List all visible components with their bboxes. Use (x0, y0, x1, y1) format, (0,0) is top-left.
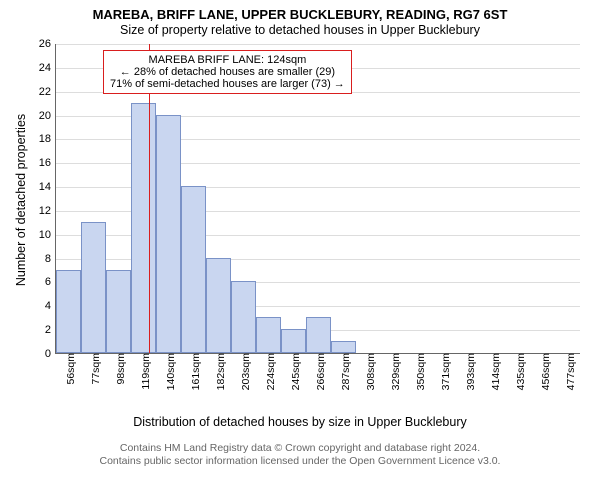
y-tick-label: 2 (45, 324, 56, 336)
x-axis-label: Distribution of detached houses by size … (0, 415, 600, 429)
y-tick-label: 0 (45, 348, 56, 360)
y-tick-label: 22 (39, 86, 56, 98)
x-tick-label: 435sqm (511, 353, 527, 390)
y-tick-label: 8 (45, 253, 56, 265)
histogram-bar (231, 281, 256, 353)
y-tick-label: 18 (39, 133, 56, 145)
histogram-bar (156, 115, 181, 353)
chart-container: MAREBA, BRIFF LANE, UPPER BUCKLEBURY, RE… (0, 0, 600, 500)
histogram-bar (131, 103, 156, 353)
y-tick-label: 6 (45, 276, 56, 288)
histogram-bar (306, 317, 331, 353)
y-tick-label: 16 (39, 157, 56, 169)
plot-area: 0246810121416182022242656sqm77sqm98sqm11… (55, 44, 580, 354)
annotation-box: MAREBA BRIFF LANE: 124sqm← 28% of detach… (103, 50, 352, 94)
y-tick-label: 10 (39, 229, 56, 241)
histogram-bar (81, 222, 106, 353)
x-tick-label: 224sqm (261, 353, 277, 390)
x-tick-label: 414sqm (486, 353, 502, 390)
y-tick-label: 20 (39, 110, 56, 122)
x-tick-label: 308sqm (361, 353, 377, 390)
footer-attribution: Contains HM Land Registry data © Crown c… (0, 442, 600, 468)
y-tick-label: 14 (39, 181, 56, 193)
y-tick-label: 26 (39, 38, 56, 50)
histogram-bar (181, 186, 206, 353)
histogram-bar (106, 270, 131, 353)
chart-subtitle: Size of property relative to detached ho… (0, 22, 600, 37)
x-tick-label: 140sqm (161, 353, 177, 390)
x-tick-label: 98sqm (111, 353, 127, 385)
annotation-line: 71% of semi-detached houses are larger (… (110, 78, 345, 90)
x-tick-label: 477sqm (561, 353, 577, 390)
y-tick-label: 24 (39, 62, 56, 74)
histogram-bar (256, 317, 281, 353)
x-tick-label: 287sqm (336, 353, 352, 390)
x-tick-label: 329sqm (386, 353, 402, 390)
chart-title: MAREBA, BRIFF LANE, UPPER BUCKLEBURY, RE… (0, 0, 600, 22)
footer-line-2: Contains public sector information licen… (0, 455, 600, 468)
x-tick-label: 56sqm (61, 353, 77, 385)
histogram-bar (281, 329, 306, 353)
footer-line-1: Contains HM Land Registry data © Crown c… (0, 442, 600, 455)
x-tick-label: 182sqm (211, 353, 227, 390)
x-tick-label: 371sqm (436, 353, 452, 390)
x-tick-label: 161sqm (186, 353, 202, 390)
x-tick-label: 393sqm (461, 353, 477, 390)
x-tick-label: 77sqm (86, 353, 102, 385)
histogram-bar (206, 258, 231, 353)
annotation-line: ← 28% of detached houses are smaller (29… (110, 66, 345, 78)
annotation-line: MAREBA BRIFF LANE: 124sqm (110, 54, 345, 66)
y-tick-label: 12 (39, 205, 56, 217)
y-tick-label: 4 (45, 300, 56, 312)
histogram-bar (331, 341, 356, 353)
x-tick-label: 119sqm (136, 353, 152, 390)
x-tick-label: 266sqm (311, 353, 327, 390)
gridline (56, 44, 580, 45)
x-tick-label: 245sqm (286, 353, 302, 390)
histogram-bar (56, 270, 81, 353)
x-tick-label: 203sqm (236, 353, 252, 390)
x-tick-label: 456sqm (536, 353, 552, 390)
x-tick-label: 350sqm (411, 353, 427, 390)
